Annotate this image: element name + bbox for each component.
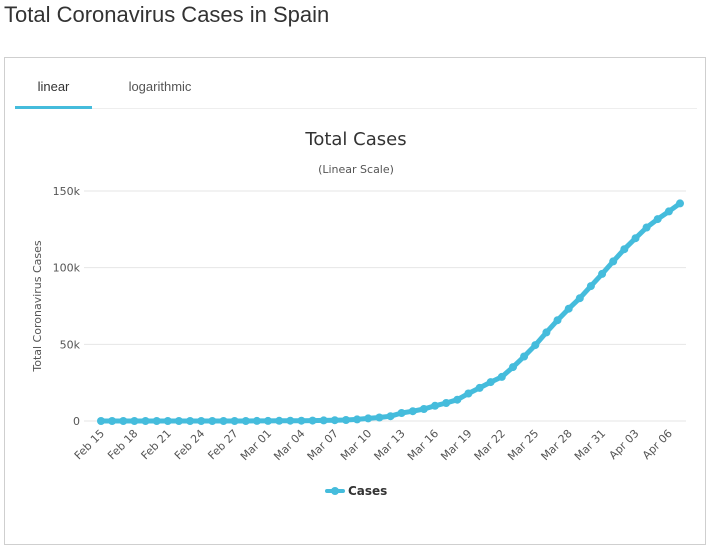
y-tick-label: 0 <box>73 415 80 428</box>
data-point <box>564 304 573 313</box>
data-point <box>230 417 239 425</box>
data-point <box>130 417 139 425</box>
x-tick-label: Mar 01 <box>238 427 274 463</box>
y-tick-label: 100k <box>53 262 81 275</box>
legend[interactable]: Cases <box>325 484 387 498</box>
data-point <box>152 417 161 425</box>
data-point <box>141 417 150 425</box>
data-point <box>252 416 261 425</box>
y-axis-ticks: 0 50k 100k 150k <box>53 185 81 428</box>
data-point <box>119 417 128 425</box>
x-tick-label: Feb 21 <box>139 427 174 462</box>
data-point <box>609 257 618 266</box>
x-tick-label: Feb 27 <box>205 427 240 462</box>
data-point <box>653 215 662 224</box>
x-tick-label: Mar 22 <box>472 427 508 463</box>
x-tick-label: Mar 13 <box>372 427 408 463</box>
x-tick-label: Mar 04 <box>271 427 307 463</box>
x-tick-label: Mar 19 <box>438 427 474 463</box>
x-tick-label: Mar 10 <box>338 427 374 463</box>
x-tick-label: Apr 03 <box>607 427 642 462</box>
data-point <box>408 407 417 416</box>
x-tick-label: Feb 24 <box>172 427 207 462</box>
data-point <box>676 199 684 208</box>
data-point <box>509 363 517 372</box>
data-point <box>486 378 495 387</box>
data-point <box>664 207 673 216</box>
x-tick-label: Mar 16 <box>405 427 441 463</box>
data-point <box>575 294 584 303</box>
series-line-cases <box>98 200 683 424</box>
chart-panel: linear logarithmic <box>4 57 706 545</box>
data-point <box>330 416 339 425</box>
data-point <box>453 395 462 404</box>
scale-tab-bar: linear logarithmic <box>15 68 697 109</box>
data-point <box>186 417 195 425</box>
data-point <box>219 417 228 425</box>
data-point <box>419 405 428 413</box>
tab-linear[interactable]: linear <box>15 68 92 109</box>
x-tick-label: Mar 31 <box>572 427 608 463</box>
x-tick-label: Mar 07 <box>305 427 341 463</box>
data-point <box>108 417 117 425</box>
data-point <box>464 389 473 398</box>
data-point <box>163 417 172 425</box>
data-point <box>542 328 551 337</box>
data-point <box>275 416 284 425</box>
y-tick-label: 150k <box>53 185 81 198</box>
data-point <box>342 416 350 424</box>
y-axis-label: Total Coronavirus Cases <box>31 240 44 373</box>
data-point <box>197 417 206 425</box>
data-point <box>631 234 640 243</box>
data-point <box>520 352 529 361</box>
x-tick-label: Feb 18 <box>105 427 140 462</box>
x-tick-label: Mar 25 <box>505 427 541 463</box>
series-cases <box>97 199 684 425</box>
data-point <box>497 372 506 381</box>
data-point <box>208 417 217 425</box>
data-point <box>431 401 439 410</box>
x-tick-label: Apr 06 <box>640 427 675 462</box>
data-point <box>364 414 373 423</box>
data-point <box>475 383 484 392</box>
data-point <box>286 416 295 425</box>
chart-title: Total Cases <box>304 129 406 150</box>
chart-subtitle: (Linear Scale) <box>318 163 394 176</box>
data-point <box>531 341 540 350</box>
data-point <box>598 269 607 278</box>
legend-item-cases: Cases <box>348 484 387 498</box>
data-point <box>264 416 272 425</box>
data-point <box>375 413 384 422</box>
grid-lines <box>84 190 686 422</box>
page-title: Total Coronavirus Cases in Spain <box>4 2 330 27</box>
tab-logarithmic[interactable]: logarithmic <box>128 79 192 94</box>
data-point <box>297 416 306 425</box>
data-point <box>386 412 395 421</box>
x-tick-label: Feb 15 <box>72 427 107 462</box>
data-point <box>353 415 362 424</box>
data-point <box>620 245 629 254</box>
data-point <box>586 282 595 291</box>
data-point <box>553 316 562 325</box>
data-point <box>319 416 328 425</box>
data-point <box>308 416 317 425</box>
data-point <box>174 417 183 425</box>
data-point <box>241 417 250 425</box>
data-point <box>97 417 105 425</box>
data-point <box>442 399 451 407</box>
x-tick-label: Mar 28 <box>539 427 575 463</box>
data-point <box>397 409 406 417</box>
legend-symbol-marker <box>331 487 339 495</box>
y-tick-label: 50k <box>60 338 81 351</box>
data-point <box>642 223 651 232</box>
